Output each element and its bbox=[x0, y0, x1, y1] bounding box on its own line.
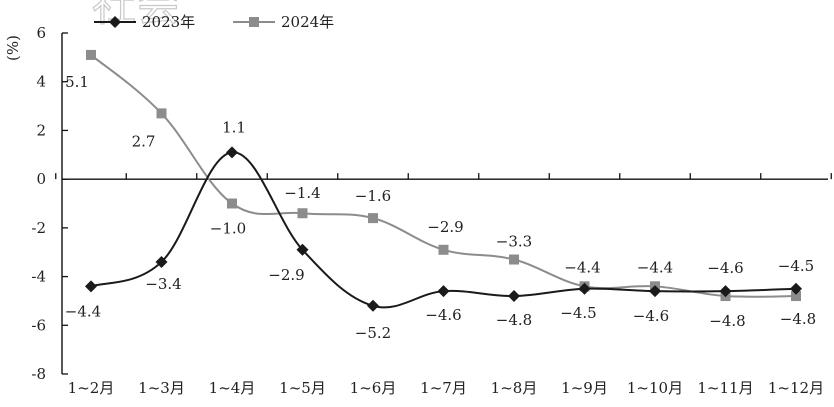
data-point bbox=[227, 198, 237, 209]
y-tick-label: 4 bbox=[36, 73, 46, 91]
x-tick-label: 1~2月 bbox=[68, 379, 115, 397]
y-tick-label: -6 bbox=[31, 316, 46, 334]
y-unit-label: (%) bbox=[4, 35, 22, 61]
legend: 2023年 2024年 bbox=[94, 13, 334, 31]
data-point bbox=[367, 299, 379, 312]
x-tick-label: 1~3月 bbox=[138, 379, 185, 397]
data-label-2023: 1.1 bbox=[222, 118, 246, 136]
data-point bbox=[296, 243, 309, 256]
y-unit-text: (%) bbox=[4, 35, 22, 61]
data-point bbox=[719, 285, 732, 298]
axes: 6 4 2 0 -2 -4 -6 -8 1~2月 1~3月 1~4月 1~5月 1~6月 1~7月 1~8月… bbox=[4, 24, 832, 397]
y-tick-label: -4 bbox=[31, 268, 46, 286]
x-tick-label: 1~12月 bbox=[768, 379, 824, 397]
legend-label: 2024年 bbox=[281, 13, 334, 31]
legend-marker bbox=[249, 17, 259, 27]
x-tick-label: 1~4月 bbox=[209, 379, 256, 397]
data-point bbox=[790, 282, 802, 295]
data-point bbox=[368, 213, 378, 224]
legend-label: 2023年 bbox=[142, 13, 195, 31]
x-tick-label: 1~10月 bbox=[627, 379, 683, 397]
x-tick-label: 1~6月 bbox=[350, 379, 397, 397]
data-point bbox=[86, 49, 96, 60]
data-point bbox=[649, 285, 661, 298]
y-tick-label: 2 bbox=[36, 121, 46, 139]
data-label-2023: −3.4 bbox=[145, 275, 181, 293]
data-point bbox=[155, 255, 168, 268]
y-tick-label: 6 bbox=[36, 24, 46, 42]
data-point bbox=[437, 285, 450, 298]
data-label-2023: −4.5 bbox=[560, 304, 596, 322]
data-label-2024: −3.3 bbox=[496, 233, 532, 251]
data-label-2024: −2.9 bbox=[427, 218, 463, 236]
data-point bbox=[297, 208, 308, 219]
watermark-text: 社会 bbox=[92, 0, 180, 31]
watermark: 社会 bbox=[91, 0, 180, 32]
data-label-2023: −5.2 bbox=[355, 324, 391, 342]
series-lines bbox=[85, 49, 802, 312]
series-2024 bbox=[86, 49, 801, 302]
data-label-2023: −4.6 bbox=[633, 307, 669, 325]
legend-item: 2023年 bbox=[94, 13, 195, 31]
y-tick-label: 0 bbox=[36, 170, 46, 188]
data-point bbox=[438, 244, 449, 255]
data-label-2024: −1.6 bbox=[355, 187, 391, 205]
data-point bbox=[226, 146, 238, 159]
legend-item: 2024年 bbox=[233, 13, 334, 31]
x-tick-label: 1~9月 bbox=[561, 379, 608, 397]
data-label-2023: −4.6 bbox=[707, 259, 743, 277]
data-label-2023: −2.9 bbox=[268, 266, 304, 284]
data-label-2023: −4.6 bbox=[425, 306, 461, 324]
data-point bbox=[156, 108, 167, 119]
data-point bbox=[85, 280, 97, 293]
y-tick-label: -8 bbox=[31, 365, 46, 383]
data-point bbox=[508, 290, 520, 303]
data-labels: −4.4 −3.4 1.1 −2.9 −5.2 −4.6 −4.8 −4.5 −4.6 −4.6 −… bbox=[65, 73, 816, 342]
data-label-2023: −4.8 bbox=[496, 311, 532, 329]
y-tick-label: -2 bbox=[31, 219, 46, 237]
data-point bbox=[578, 282, 591, 295]
legend-marker bbox=[109, 16, 121, 28]
x-tick-label: 1~5月 bbox=[279, 379, 326, 397]
series-line bbox=[90, 151, 797, 309]
data-label-2023: −4.4 bbox=[65, 302, 101, 320]
data-label-2024: −1.0 bbox=[210, 220, 246, 238]
x-tick-label: 1~11月 bbox=[697, 379, 753, 397]
data-label-2024: 2.7 bbox=[132, 132, 156, 150]
x-tick-label: 1~7月 bbox=[420, 379, 467, 397]
x-tick-label: 1~8月 bbox=[491, 379, 538, 397]
series-2023 bbox=[85, 146, 802, 312]
data-label-2023: −4.5 bbox=[778, 257, 814, 275]
data-point bbox=[791, 291, 801, 302]
data-label-2024: −4.4 bbox=[564, 258, 600, 276]
data-label-2024: −4.8 bbox=[780, 310, 816, 328]
data-label-2024: −1.4 bbox=[284, 184, 320, 202]
data-label-2024: −4.4 bbox=[637, 258, 673, 276]
data-label-2024: 5.1 bbox=[65, 73, 89, 91]
data-point bbox=[509, 254, 519, 265]
data-label-2024: −4.8 bbox=[709, 312, 745, 330]
